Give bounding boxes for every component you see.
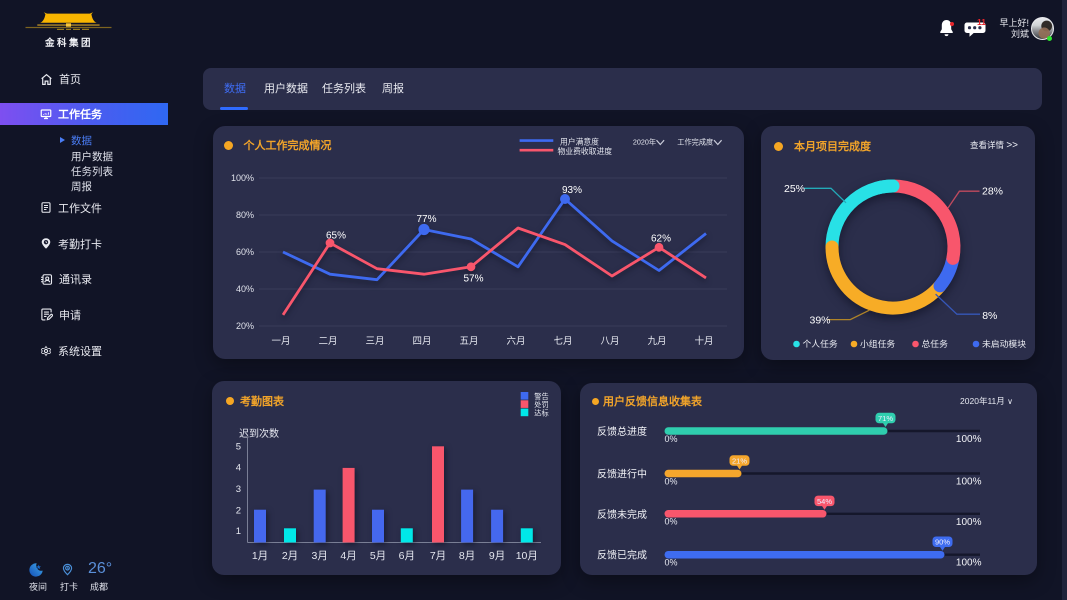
svg-text:10月: 10月 <box>516 550 538 562</box>
svg-text:9月: 9月 <box>489 550 505 562</box>
svg-text:21%: 21% <box>732 457 747 466</box>
svg-text:40%: 40% <box>236 284 254 294</box>
svg-text:4: 4 <box>236 463 241 474</box>
svg-text:物业费收取进度: 物业费收取进度 <box>558 146 613 156</box>
svg-text:达标: 达标 <box>534 408 548 417</box>
svg-text:0%: 0% <box>665 476 678 486</box>
svg-text:4月: 4月 <box>340 550 356 562</box>
svg-text:80%: 80% <box>236 210 254 220</box>
svg-text:65%: 65% <box>326 231 346 242</box>
svg-text:反馈已完成: 反馈已完成 <box>597 549 647 562</box>
svg-text:3: 3 <box>236 484 241 495</box>
svg-text:100%: 100% <box>956 434 982 445</box>
svg-text:100%: 100% <box>956 477 982 488</box>
svg-text:20%: 20% <box>236 321 254 331</box>
svg-text:未启动模块: 未启动模块 <box>982 338 1026 349</box>
svg-text:四月: 四月 <box>412 336 431 347</box>
svg-text:工作完成度: 工作完成度 <box>677 138 713 147</box>
svg-text:39%: 39% <box>810 314 831 326</box>
svg-text:2020年: 2020年 <box>633 138 656 147</box>
svg-text:2月: 2月 <box>282 550 298 562</box>
svg-text:3月: 3月 <box>312 550 328 562</box>
svg-text:6月: 6月 <box>399 550 415 562</box>
svg-text:总任务: 总任务 <box>922 338 949 349</box>
svg-text:用户满意度: 用户满意度 <box>560 136 599 146</box>
svg-text:1月: 1月 <box>252 550 268 562</box>
svg-text:5月: 5月 <box>370 550 386 562</box>
svg-text:8%: 8% <box>982 310 997 322</box>
svg-text:28%: 28% <box>982 186 1003 198</box>
svg-text:100%: 100% <box>956 517 982 528</box>
svg-text:个人任务: 个人任务 <box>803 338 838 349</box>
svg-text:100%: 100% <box>231 173 254 183</box>
svg-text:62%: 62% <box>651 234 671 245</box>
svg-text:一月: 一月 <box>271 336 290 347</box>
svg-text:0%: 0% <box>665 434 678 444</box>
svg-text:100%: 100% <box>956 558 982 569</box>
svg-text:5: 5 <box>236 442 241 453</box>
svg-text:反馈总进度: 反馈总进度 <box>597 425 647 438</box>
svg-text:八月: 八月 <box>600 336 619 347</box>
svg-text:7月: 7月 <box>430 550 446 562</box>
svg-text:2: 2 <box>236 505 241 516</box>
svg-text:反馈未完成: 反馈未完成 <box>597 508 647 521</box>
svg-text:90%: 90% <box>935 538 950 547</box>
svg-text:77%: 77% <box>416 214 436 225</box>
svg-text:二月: 二月 <box>318 336 337 347</box>
svg-text:九月: 九月 <box>647 335 666 347</box>
svg-text:六月: 六月 <box>506 335 525 347</box>
svg-text:93%: 93% <box>562 185 582 196</box>
svg-text:反馈进行中: 反馈进行中 <box>597 468 647 481</box>
svg-text:25%: 25% <box>784 183 805 195</box>
svg-text:60%: 60% <box>236 247 254 257</box>
svg-text:七月: 七月 <box>553 336 572 347</box>
svg-text:54%: 54% <box>817 497 832 506</box>
svg-text:0%: 0% <box>665 558 678 568</box>
svg-text:57%: 57% <box>463 274 483 285</box>
svg-text:0%: 0% <box>665 517 678 527</box>
svg-text:十月: 十月 <box>694 335 713 347</box>
svg-text:警告: 警告 <box>534 392 548 401</box>
svg-text:迟到次数: 迟到次数 <box>239 427 279 440</box>
svg-text:1: 1 <box>236 526 241 537</box>
svg-text:小组任务: 小组任务 <box>860 338 895 349</box>
svg-text:五月: 五月 <box>459 336 478 347</box>
svg-text:8月: 8月 <box>459 550 475 562</box>
svg-text:处罚: 处罚 <box>534 400 548 409</box>
svg-text:71%: 71% <box>878 414 893 423</box>
svg-text:三月: 三月 <box>365 336 384 347</box>
